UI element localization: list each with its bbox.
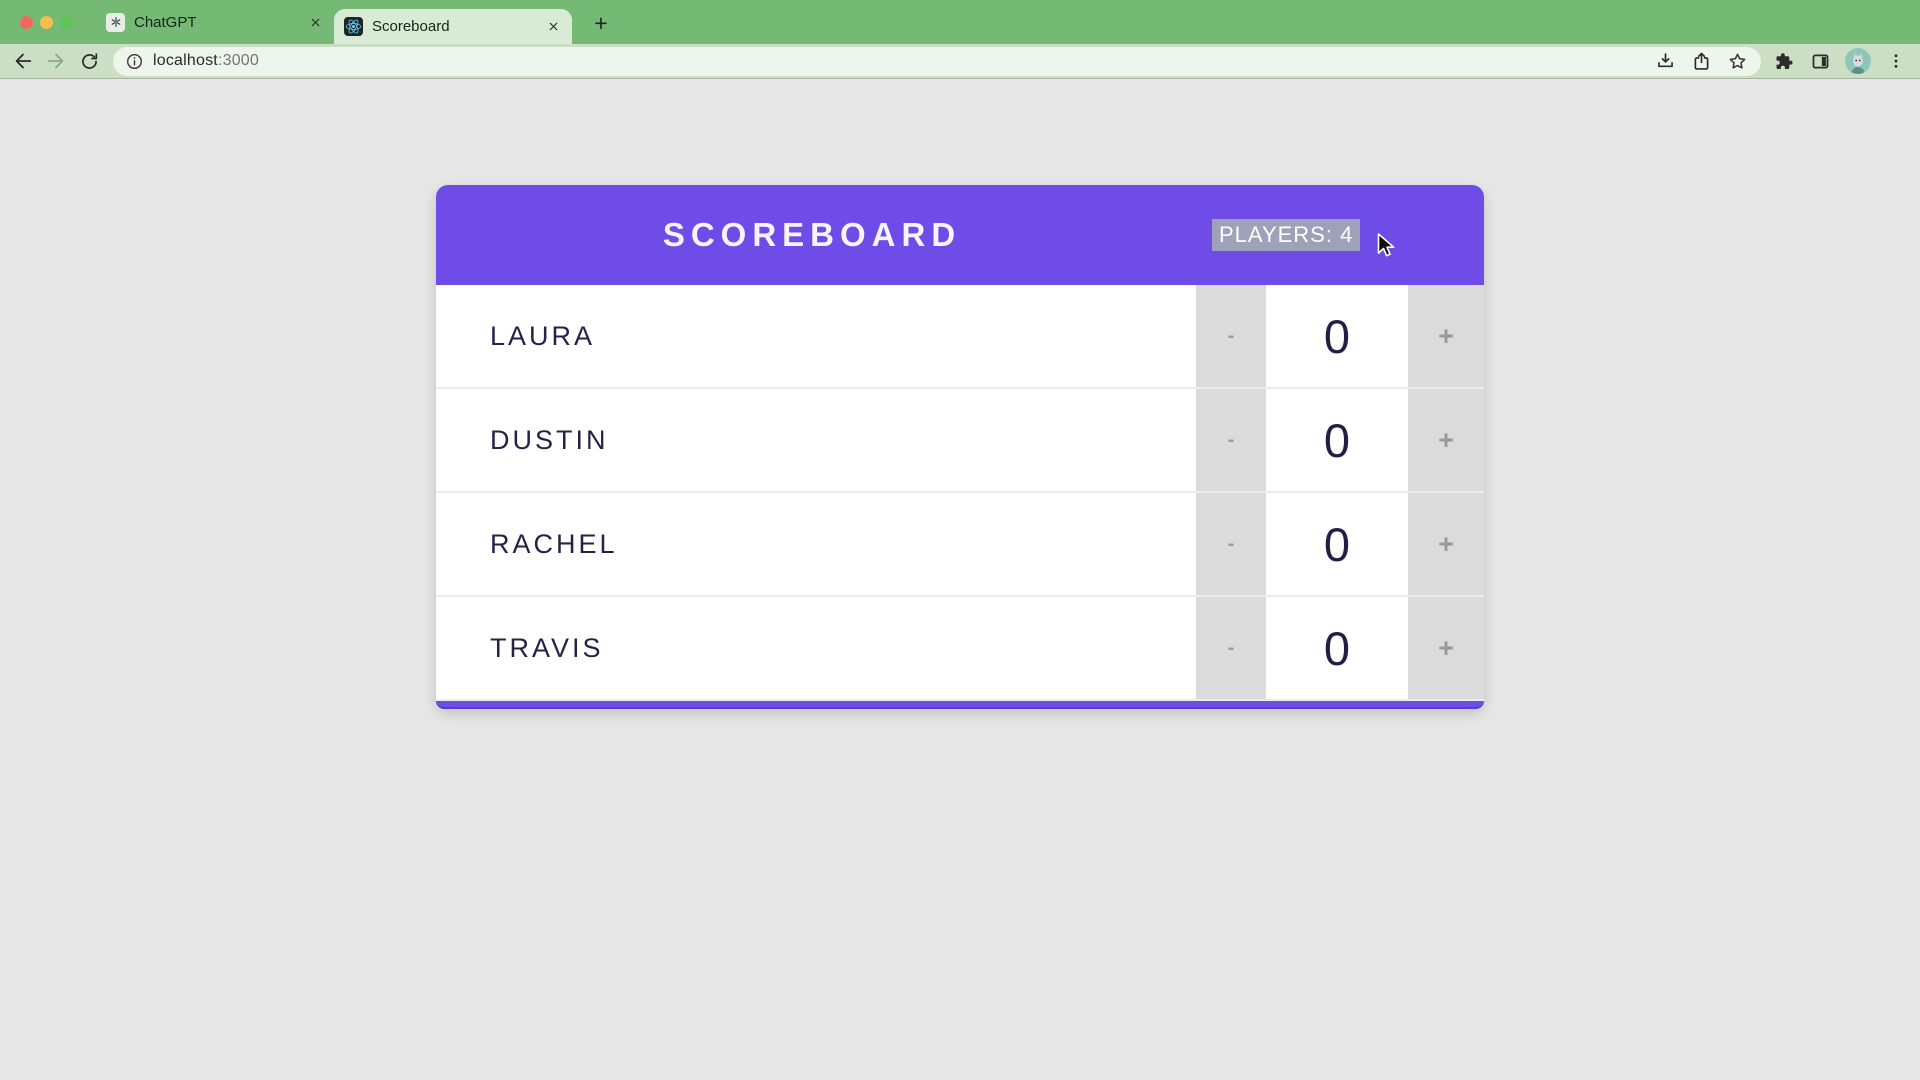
window-minimize-button[interactable] (40, 16, 53, 29)
tab-strip: ChatGPT Scoreboard + (0, 0, 1920, 44)
player-name: RACHEL (490, 528, 618, 559)
url-port: :3000 (217, 52, 259, 69)
bookmark-star-icon[interactable] (1725, 49, 1749, 73)
page-content: SCOREBOARD PLAYERS: 4 LAURA - 0 + DUSTIN… (0, 78, 1920, 1080)
tab-chatgpt-label: ChatGPT (134, 13, 197, 31)
tab-scoreboard-close-icon[interactable] (545, 18, 562, 35)
page-title: SCOREBOARD (662, 216, 962, 253)
scoreboard-header: SCOREBOARD PLAYERS: 4 (436, 185, 1484, 285)
player-score: 0 (1271, 493, 1403, 595)
player-row: DUSTIN - 0 + (436, 389, 1484, 493)
toolbar-right-controls (1771, 48, 1908, 74)
tab-chatgpt[interactable]: ChatGPT (96, 0, 334, 44)
url-host: localhost (153, 52, 218, 69)
tab-scoreboard[interactable]: Scoreboard (334, 9, 572, 44)
scoreboard-card: SCOREBOARD PLAYERS: 4 LAURA - 0 + DUSTIN… (436, 185, 1484, 709)
react-favicon-icon (344, 17, 363, 36)
url-text: localhost:3000 (153, 52, 259, 70)
player-score: 0 (1271, 597, 1403, 699)
window-zoom-button[interactable] (60, 16, 73, 29)
increment-button[interactable]: + (1408, 597, 1484, 699)
player-row: RACHEL - 0 + (436, 493, 1484, 597)
address-bar[interactable]: localhost:3000 (113, 46, 1761, 76)
player-score: 0 (1271, 389, 1403, 491)
forward-icon[interactable] (43, 48, 69, 74)
mouse-cursor-icon (1377, 233, 1399, 260)
window-controls (20, 16, 73, 29)
browser-toolbar: localhost:3000 (0, 44, 1920, 78)
increment-button[interactable]: + (1408, 389, 1484, 491)
decrement-button[interactable]: - (1196, 389, 1266, 491)
profile-avatar[interactable] (1845, 48, 1871, 74)
player-row: TRAVIS - 0 + (436, 597, 1484, 701)
increment-button[interactable]: + (1408, 493, 1484, 595)
back-icon[interactable] (10, 48, 36, 74)
tab-chatgpt-close-icon[interactable] (307, 14, 324, 31)
downloads-icon[interactable] (1653, 49, 1677, 73)
player-score: 0 (1271, 285, 1403, 387)
side-panel-icon[interactable] (1808, 49, 1832, 73)
player-row: LAURA - 0 + (436, 285, 1484, 389)
browser-menu-icon[interactable] (1884, 49, 1908, 73)
player-name: LAURA (490, 320, 596, 351)
player-name: TRAVIS (490, 632, 604, 663)
new-tab-button[interactable]: + (594, 9, 608, 36)
extensions-puzzle-icon[interactable] (1771, 49, 1795, 73)
window-close-button[interactable] (20, 16, 33, 29)
player-name: DUSTIN (490, 424, 609, 455)
players-count-label[interactable]: PLAYERS: 4 (1212, 219, 1361, 251)
openai-favicon-icon (106, 12, 125, 32)
tab-scoreboard-label: Scoreboard (372, 18, 450, 35)
decrement-button[interactable]: - (1196, 285, 1266, 387)
decrement-button[interactable]: - (1196, 493, 1266, 595)
share-icon[interactable] (1689, 49, 1713, 73)
reload-icon[interactable] (76, 48, 102, 74)
increment-button[interactable]: + (1408, 285, 1484, 387)
card-bottom-accent-bar (436, 701, 1484, 709)
decrement-button[interactable]: - (1196, 597, 1266, 699)
site-info-icon[interactable] (125, 52, 144, 71)
